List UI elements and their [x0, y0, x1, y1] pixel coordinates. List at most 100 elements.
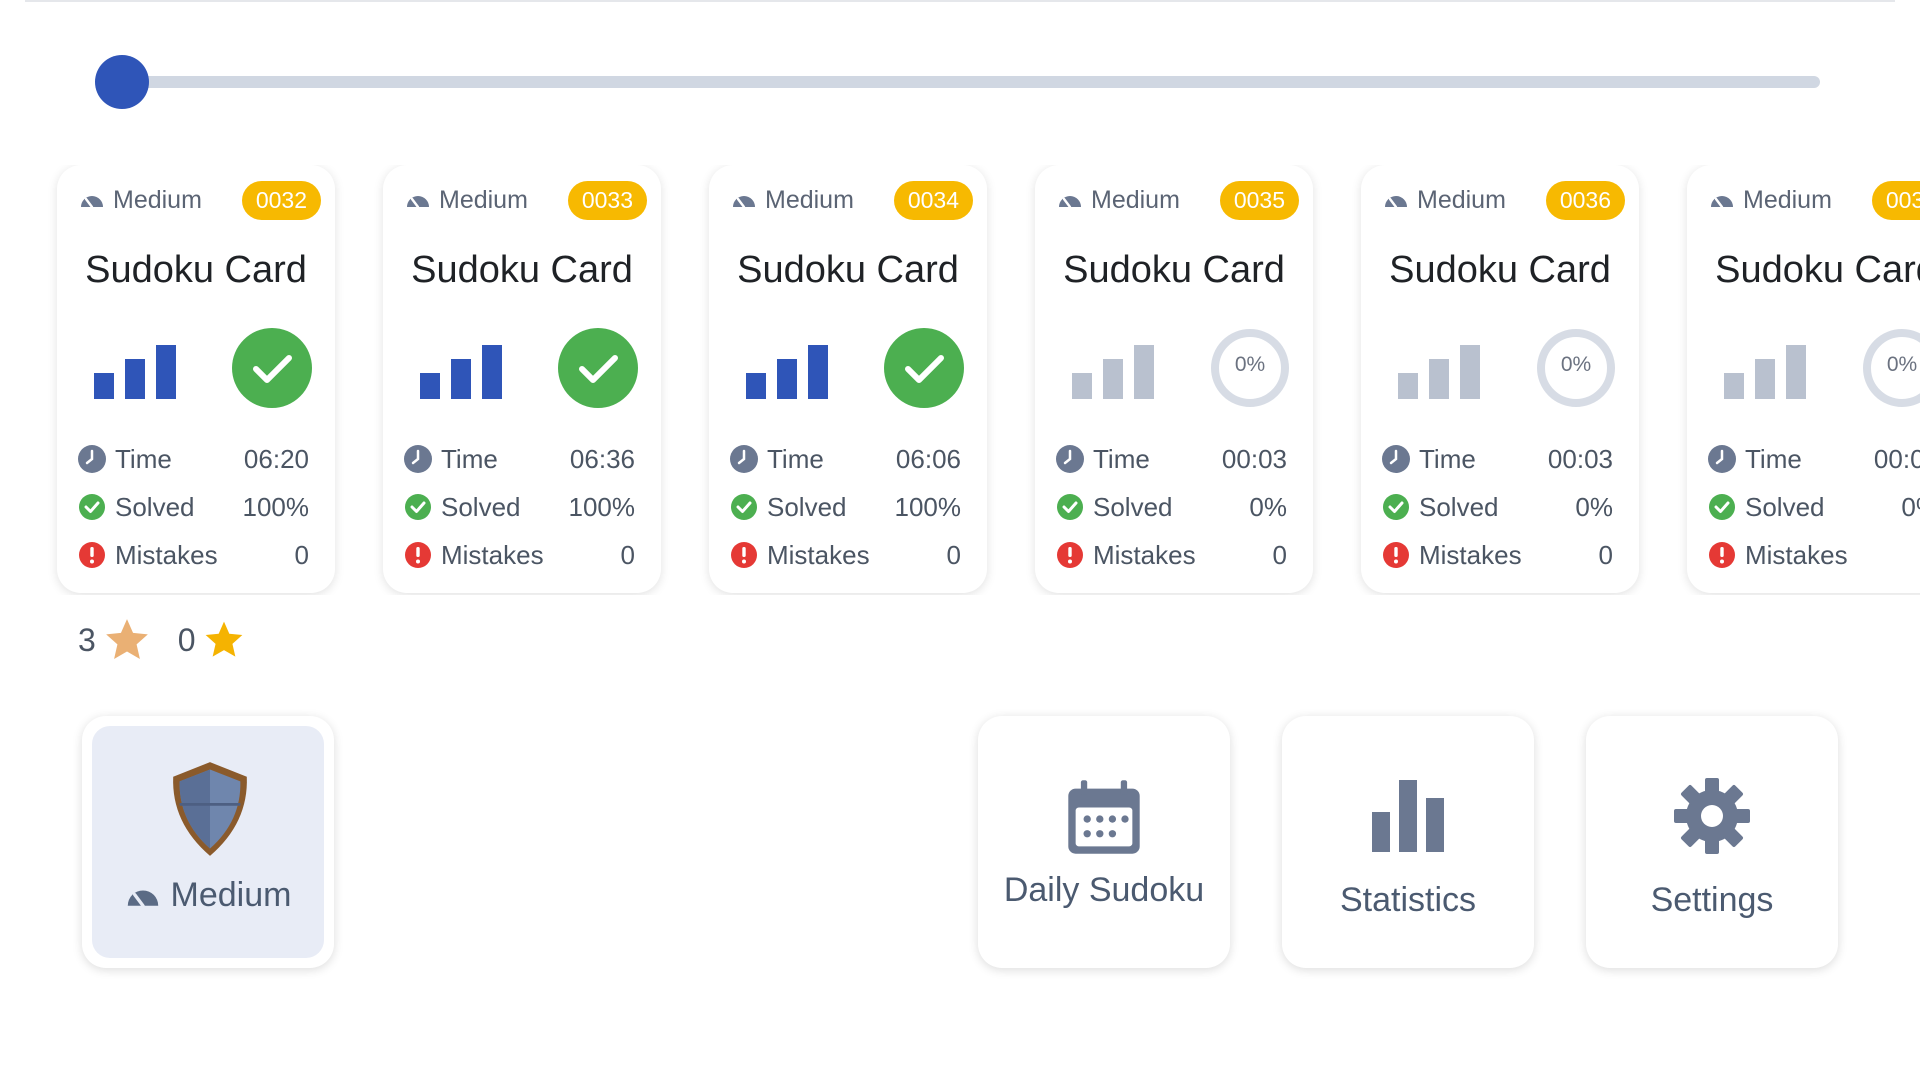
clock-icon [404, 445, 432, 473]
difficulty-tag: Medium [405, 186, 528, 215]
mistakes-label: Mistakes [1419, 539, 1522, 570]
card-header: Medium 0032 [79, 179, 321, 221]
difficulty-tag: Medium [1383, 186, 1506, 215]
daily-sudoku-button[interactable]: Daily Sudoku [978, 716, 1230, 968]
progress-percent: 0% [1234, 353, 1266, 376]
card-scroll-slider[interactable] [95, 52, 1825, 116]
difficulty-level-button[interactable]: Medium [82, 716, 334, 968]
sudoku-card[interactable]: Medium 0034 Sudoku Card Time 06:06 Solved 100%… [709, 165, 987, 593]
difficulty-label: Medium [439, 185, 528, 214]
difficulty-label: Medium [1743, 185, 1832, 214]
clock-icon [1708, 445, 1736, 473]
settings-button[interactable]: Settings [1586, 716, 1838, 968]
settings-label: Settings [1650, 881, 1774, 919]
completed-check-icon [558, 328, 638, 408]
card-number-badge: 0037 [1871, 180, 1920, 220]
sudoku-card[interactable]: Medium 0037 Sudoku Card 0% Time 00:03 Solved 0%… [1687, 165, 1920, 593]
alert-circle-icon [1709, 542, 1735, 568]
mistakes-label: Mistakes [767, 539, 870, 570]
card-number-badge: 0036 [1545, 180, 1625, 220]
sudoku-card[interactable]: Medium 0032 Sudoku Card Time 06:20 Solved 100%… [57, 165, 335, 593]
mistakes-value: 0 [620, 539, 635, 570]
difficulty-tag: Medium [731, 186, 854, 215]
clock-icon [78, 445, 106, 473]
clock-icon [730, 445, 758, 473]
gold-star-count: 0 [177, 621, 196, 658]
daily-sudoku-label: Daily Sudoku [1003, 871, 1205, 909]
difficulty-tag: Medium [1709, 186, 1832, 215]
difficulty-bars-icon [1724, 343, 1808, 399]
gauge-icon [733, 196, 755, 209]
solved-row: Solved 0% [1055, 483, 1287, 531]
slider-track[interactable] [120, 76, 1820, 88]
difficulty-level-label: Medium [170, 876, 292, 914]
card-header: Medium 0034 [731, 179, 973, 221]
card-stats: Time 06:20 Solved 100% Mistakes 0 [77, 435, 309, 579]
time-label: Time [441, 443, 498, 474]
sudoku-card[interactable]: Medium 0036 Sudoku Card 0% Time 00:03 Solved 0%… [1361, 165, 1639, 593]
card-title: Sudoku Card [1389, 249, 1611, 291]
card-stats: Time 00:03 Solved 0% Mistakes 0 [1055, 435, 1287, 579]
card-number-badge: 0034 [893, 180, 973, 220]
completed-check-icon [232, 328, 312, 408]
rating-summary: 3 0 [78, 615, 272, 665]
card-stats: Time 06:06 Solved 100% Mistakes 0 [729, 435, 961, 579]
solved-label: Solved [1745, 491, 1825, 522]
difficulty-bars-icon [746, 343, 830, 399]
sudoku-card[interactable]: Medium 0035 Sudoku Card 0% Time 00:03 Solved 0%… [1035, 165, 1313, 593]
gauge-icon [407, 196, 429, 209]
difficulty-bars-icon [94, 343, 178, 399]
difficulty-level-panel: Medium [92, 726, 324, 958]
difficulty-label: Medium [765, 185, 854, 214]
alert-circle-icon [1057, 542, 1083, 568]
time-row: Time 00:03 [1381, 435, 1613, 483]
alert-circle-icon [731, 542, 757, 568]
mistakes-value: 0 [1272, 539, 1287, 570]
card-title: Sudoku Card [1063, 249, 1285, 291]
completed-check-icon [884, 328, 964, 408]
progress-ring: 0% [1535, 327, 1617, 409]
alert-circle-icon [79, 542, 105, 568]
check-circle-icon [1383, 494, 1409, 520]
solved-label: Solved [441, 491, 521, 522]
card-stats: Time 00:03 Solved 0% Mistakes 0 [1381, 435, 1613, 579]
difficulty-label: Medium [1091, 185, 1180, 214]
solved-value: 0% [1575, 491, 1613, 522]
gauge-icon [1059, 196, 1081, 209]
time-row: Time 00:03 [1055, 435, 1287, 483]
shield-icon [173, 762, 247, 856]
solved-row: Solved 0% [1707, 483, 1920, 531]
sudoku-card[interactable]: Medium 0033 Sudoku Card Time 06:36 Solved 100%… [383, 165, 661, 593]
solved-value: 0% [1901, 491, 1920, 522]
check-circle-icon [731, 494, 757, 520]
alert-circle-icon [405, 542, 431, 568]
card-header: Medium 0036 [1383, 179, 1625, 221]
card-stats: Time 06:36 Solved 100% Mistakes 0 [403, 435, 635, 579]
mistakes-value: 0 [946, 539, 961, 570]
time-value: 00:03 [1221, 443, 1287, 474]
slider-thumb[interactable] [95, 55, 149, 109]
progress-ring: 0% [1209, 327, 1291, 409]
calendar-icon [1068, 780, 1140, 854]
card-header: Medium 0037 [1709, 179, 1920, 221]
solved-row: Solved 100% [403, 483, 635, 531]
solved-value: 0% [1249, 491, 1287, 522]
alert-circle-icon [1383, 542, 1409, 568]
time-value: 06:36 [569, 443, 635, 474]
solved-row: Solved 0% [1381, 483, 1613, 531]
bar-chart-icon [1372, 780, 1444, 852]
time-value: 06:06 [895, 443, 961, 474]
progress-ring-icon [1537, 329, 1615, 407]
gauge-icon [1385, 196, 1407, 209]
progress-percent: 0% [1560, 353, 1592, 376]
solved-label: Solved [115, 491, 195, 522]
bronze-star-count: 3 [78, 621, 96, 658]
statistics-button[interactable]: Statistics [1282, 716, 1534, 968]
check-circle-icon [1057, 494, 1083, 520]
time-row: Time 06:20 [77, 435, 309, 483]
solved-value: 100% [568, 491, 636, 522]
